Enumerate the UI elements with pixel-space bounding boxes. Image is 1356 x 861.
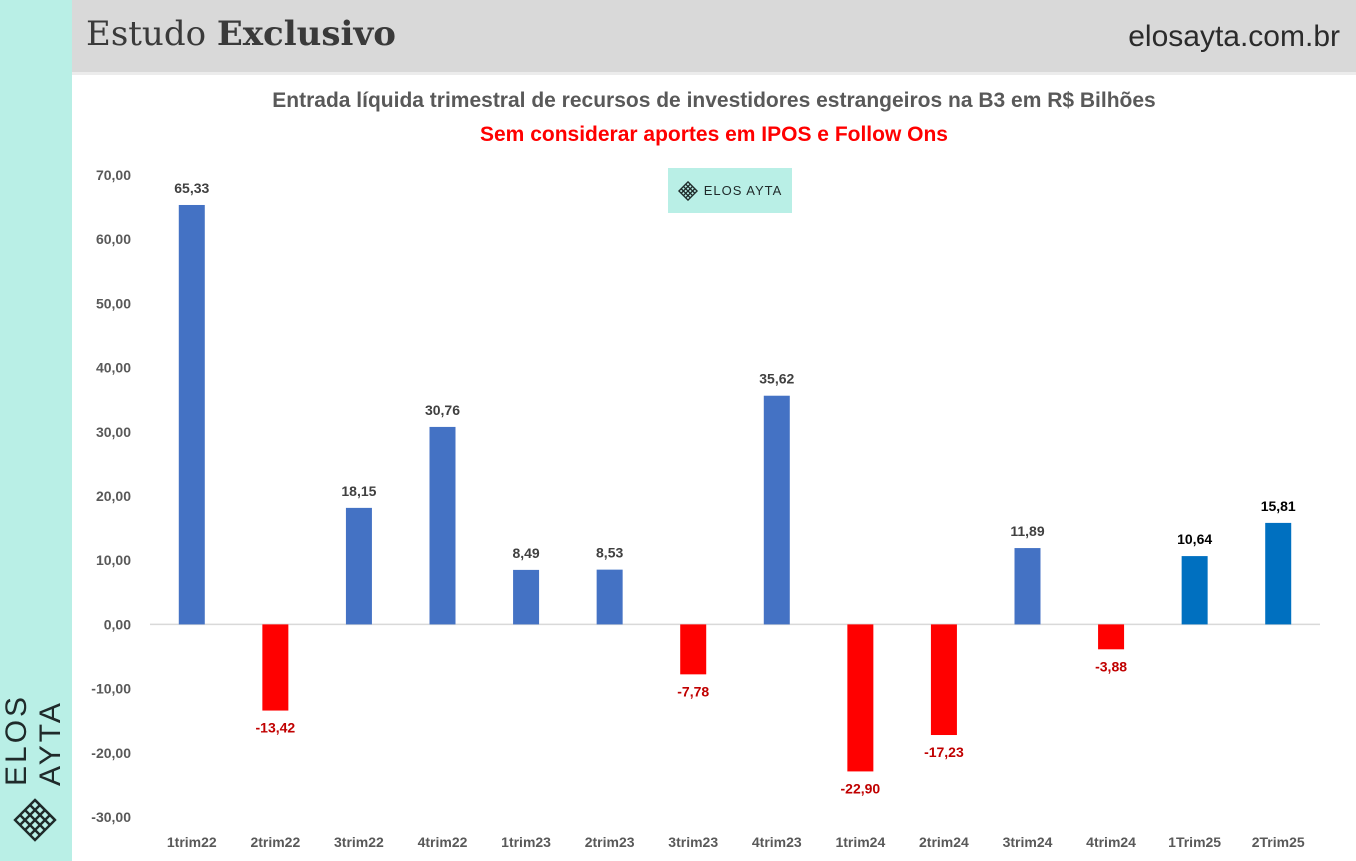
x-tick-label-1Trim25: 1Trim25 xyxy=(1168,834,1221,850)
bar-4trim22 xyxy=(429,426,456,625)
y-tick-label: 30,00 xyxy=(96,424,131,440)
page-title-bold: Exclusivo xyxy=(216,14,396,54)
bar-3trim24 xyxy=(1014,548,1041,625)
watermark-badge: ELOS AYTA xyxy=(668,168,792,213)
x-tick-label-3trim24: 3trim24 xyxy=(1003,834,1053,850)
data-label-2trim23: 8,53 xyxy=(596,545,623,561)
bar-2trim24 xyxy=(930,624,957,736)
data-label-1trim24: -22,90 xyxy=(841,780,881,796)
y-tick-label: 0,00 xyxy=(104,616,131,632)
data-label-1Trim25: 10,64 xyxy=(1177,531,1212,547)
chart-subtitle: Sem considerar aportes em IPOS e Follow … xyxy=(480,123,948,146)
bar-3trim23 xyxy=(680,624,707,675)
bar-2trim23 xyxy=(596,569,623,625)
data-label-4trim22: 30,76 xyxy=(425,402,460,418)
bar-4trim23 xyxy=(763,395,790,625)
x-tick-label-2trim23: 2trim23 xyxy=(585,834,635,850)
data-label-1trim22: 65,33 xyxy=(174,180,209,196)
y-tick-label: 60,00 xyxy=(96,231,131,247)
x-tick-label-2trim22: 2trim22 xyxy=(250,834,300,850)
chart-title: Entrada líquida trimestral de recursos d… xyxy=(272,89,1156,112)
bar-1trim23 xyxy=(513,569,540,625)
bar-1trim22 xyxy=(178,204,205,625)
x-tick-label-1trim22: 1trim22 xyxy=(167,834,217,850)
x-tick-label-4trim22: 4trim22 xyxy=(418,834,468,850)
page-title: Estudo Exclusivo xyxy=(86,14,396,54)
side-brand-band xyxy=(0,0,72,861)
watermark-text: ELOS AYTA xyxy=(703,183,783,198)
x-tick-label-2trim24: 2trim24 xyxy=(919,834,969,850)
bar-1Trim25 xyxy=(1181,556,1208,625)
y-tick-label: -20,00 xyxy=(91,745,131,761)
x-tick-label-1trim23: 1trim23 xyxy=(501,834,551,850)
data-label-1trim23: 8,49 xyxy=(512,545,539,561)
data-label-4trim23: 35,62 xyxy=(759,371,794,387)
y-tick-label: -10,00 xyxy=(91,681,131,697)
x-tick-label-3trim22: 3trim22 xyxy=(334,834,384,850)
y-tick-label: 20,00 xyxy=(96,488,131,504)
x-tick-label-3trim23: 3trim23 xyxy=(668,834,718,850)
x-tick-label-4trim23: 4trim23 xyxy=(752,834,802,850)
data-label-3trim23: -7,78 xyxy=(677,683,709,699)
data-label-2trim24: -17,23 xyxy=(924,744,964,760)
data-label-3trim24: 11,89 xyxy=(1010,523,1044,539)
header-bar: Estudo Exclusivo elosayta.com.br xyxy=(72,0,1356,72)
bar-4trim24 xyxy=(1098,624,1125,650)
x-tick-label-2Trim25: 2Trim25 xyxy=(1252,834,1305,850)
x-tick-label-4trim24: 4trim24 xyxy=(1086,834,1136,850)
y-tick-label: 40,00 xyxy=(96,360,131,376)
bar-1trim24 xyxy=(847,624,874,772)
data-label-3trim22: 18,15 xyxy=(341,483,376,499)
x-tick-label-1trim24: 1trim24 xyxy=(835,834,885,850)
lattice-diamond-icon xyxy=(13,798,57,842)
y-tick-label: -30,00 xyxy=(91,809,131,825)
data-label-2Trim25: 15,81 xyxy=(1261,498,1296,514)
site-url-link[interactable]: elosayta.com.br xyxy=(1128,20,1340,53)
y-tick-label: 50,00 xyxy=(96,295,131,311)
lattice-diamond-icon xyxy=(677,180,698,201)
page-title-regular: Estudo xyxy=(86,14,207,54)
y-tick-label: 70,00 xyxy=(96,167,131,183)
data-label-2trim22: -13,42 xyxy=(256,720,296,736)
header-divider xyxy=(72,72,1356,75)
bar-2Trim25 xyxy=(1265,522,1292,625)
data-label-4trim24: -3,88 xyxy=(1095,658,1127,674)
bar-2trim22 xyxy=(262,624,289,711)
y-tick-label: 10,00 xyxy=(96,552,131,568)
bar-3trim22 xyxy=(345,507,372,625)
